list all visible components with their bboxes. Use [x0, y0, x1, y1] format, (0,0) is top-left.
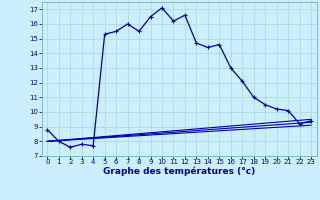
X-axis label: Graphe des températures (°c): Graphe des températures (°c): [103, 167, 255, 176]
